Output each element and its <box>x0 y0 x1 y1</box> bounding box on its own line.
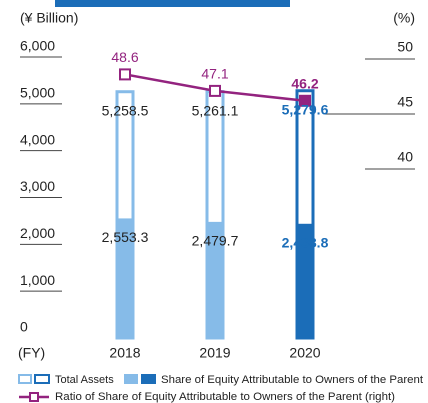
y2-tick-label: 40 <box>397 149 413 165</box>
y-tick-label: 5,000 <box>20 85 55 101</box>
y-tick-label: 3,000 <box>20 178 55 194</box>
data-label: 47.1 <box>201 66 228 82</box>
y2-tick-label: 45 <box>397 94 413 110</box>
marker-filled <box>299 94 311 107</box>
legend-swatch <box>18 374 32 384</box>
y-axis-label: (¥ Billion) <box>20 10 78 26</box>
y-tick-label: 2,000 <box>20 225 55 241</box>
x-tick-label: 2018 <box>109 345 140 361</box>
legend-label: Share of Equity Attributable to Owners o… <box>161 374 423 386</box>
y-tick-label: 4,000 <box>20 131 55 147</box>
marker <box>119 68 131 81</box>
marker <box>209 84 221 97</box>
title-strip <box>55 0 290 7</box>
x-tick-label: 2020 <box>289 345 320 361</box>
x-axis-label: (FY) <box>18 345 45 361</box>
data-label: 5,279.6 <box>282 101 329 117</box>
data-label: 5,261.1 <box>192 102 239 118</box>
y-tick-label: 1,000 <box>20 272 55 288</box>
y2-tick-label: 50 <box>397 39 413 55</box>
data-label: 2,438.8 <box>282 234 329 250</box>
legend-swatch <box>34 374 50 384</box>
x-tick-label: 2019 <box>199 345 230 361</box>
legend-swatch <box>141 374 156 384</box>
legend-swatch <box>124 374 138 384</box>
legend-label: Total Assets <box>55 374 114 386</box>
bar <box>205 221 225 338</box>
data-label: 2,479.7 <box>192 233 239 249</box>
bar <box>115 218 135 338</box>
y-tick-label: 6,000 <box>20 38 55 54</box>
legend-label: Ratio of Share of Equity Attributable to… <box>55 391 395 403</box>
bar <box>295 223 315 338</box>
data-label: 5,258.5 <box>102 102 149 118</box>
legend-swatch <box>29 392 39 402</box>
y2-axis-label: (%) <box>393 10 415 26</box>
data-label: 2,553.3 <box>102 229 149 245</box>
y-tick-label: 0 <box>20 319 28 335</box>
data-label: 46.2 <box>291 76 318 92</box>
data-label: 48.6 <box>111 49 138 65</box>
